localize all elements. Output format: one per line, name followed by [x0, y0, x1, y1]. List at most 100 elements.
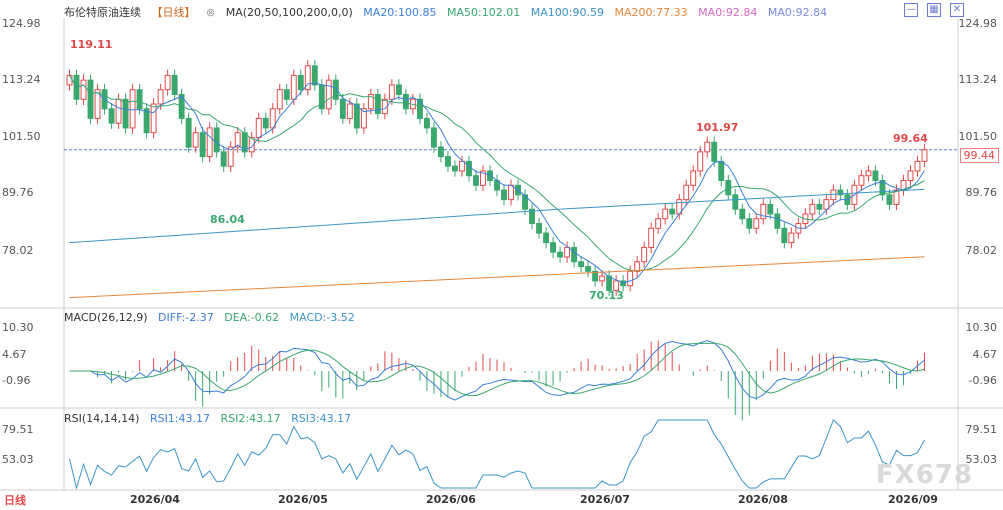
rsi-line: [69, 419, 925, 490]
minimize-icon[interactable]: —: [904, 3, 918, 17]
annotation-last-high: 99.64: [893, 132, 928, 145]
ma-label: MA(20,50,100,200,0,0): [225, 6, 353, 19]
candle-body: [150, 103, 157, 134]
candle-body: [704, 141, 711, 153]
candle-body: [136, 89, 143, 110]
candle-body: [94, 89, 101, 119]
price-header: 布伦特原油连续 【日线】 ⊗ MA(20,50,100,200,0,0) MA2…: [64, 4, 834, 20]
macd-tick-right-0: 10.30: [965, 321, 998, 334]
macd-tick-left-1: 4.67: [2, 348, 27, 361]
candle-body: [185, 117, 192, 148]
candle-body: [543, 232, 550, 244]
price-tick-right-1: 113.24: [958, 73, 998, 86]
candle-body: [823, 199, 830, 210]
candle-body: [557, 251, 564, 258]
candle-body: [907, 170, 914, 182]
candle-body: [767, 203, 774, 215]
candle-body: [360, 108, 367, 129]
watermark-logo: FX678: [875, 460, 973, 490]
macd-value: MACD:-3.52: [289, 311, 355, 324]
ma200-value: MA200:77.33: [614, 6, 688, 19]
ma0-value-b: MA0:92.84: [767, 6, 828, 19]
candle-body: [655, 218, 662, 229]
price-tick-left-1: 113.24: [2, 73, 41, 86]
candle-body: [809, 203, 816, 215]
candle-body: [171, 74, 178, 95]
candle-body: [143, 108, 150, 134]
grid-icon[interactable]: ▦: [927, 3, 941, 17]
ma100-line: [69, 188, 925, 244]
candle-body: [283, 89, 290, 100]
candle-body: [487, 170, 493, 182]
macd-tick-left-2: -0.96: [2, 374, 31, 387]
candle-body: [122, 98, 129, 129]
macd-dea: DEA:-0.62: [224, 311, 280, 324]
rsi2-value: RSI2:43.17: [220, 412, 281, 425]
price-tick-right-4: 78.02: [965, 244, 998, 257]
candle-body: [241, 132, 248, 153]
ma200-line: [69, 256, 925, 299]
candle-body: [599, 275, 606, 282]
candle-body: [550, 242, 557, 253]
candle-body: [690, 170, 697, 186]
price-tick-left-4: 78.02: [2, 244, 34, 257]
candle-body: [297, 74, 304, 91]
close-icon[interactable]: ✕: [950, 3, 964, 17]
candle-body: [893, 189, 900, 205]
annotation-low-1: 86.04: [210, 213, 245, 226]
candle-body: [501, 189, 507, 201]
candle-body: [662, 208, 669, 220]
period-footer[interactable]: 日线: [4, 494, 26, 507]
candle-body: [578, 261, 585, 268]
ma50-value: MA50:102.01: [447, 6, 521, 19]
ma-settings-icon[interactable]: ⊗: [206, 6, 216, 19]
candle-body: [199, 132, 206, 158]
instrument-title: 布伦特原油连续: [64, 6, 141, 19]
candle-body: [304, 65, 311, 91]
candle-body: [108, 108, 115, 124]
candle-body: [220, 151, 227, 167]
x-tick-apr: 2026/04: [130, 493, 180, 506]
candle-body: [564, 246, 571, 258]
candle-body: [430, 127, 437, 148]
candle-body: [346, 103, 353, 119]
ma0-value-a: MA0:92.84: [698, 6, 758, 19]
candle-body: [921, 149, 928, 162]
candle-body: [865, 170, 872, 177]
candle-body: [388, 84, 395, 100]
candle-body: [227, 146, 234, 167]
period-badge[interactable]: 【日线】: [151, 6, 196, 19]
candle-body: [248, 136, 255, 153]
candle-body: [192, 132, 199, 148]
candle-body: [87, 79, 94, 119]
candle-body: [697, 151, 704, 172]
candle-body: [234, 132, 241, 148]
candle-body: [879, 180, 886, 196]
candle-body: [255, 117, 262, 138]
candle-body: [339, 98, 346, 119]
candle-body: [886, 194, 893, 205]
x-tick-may: 2026/05: [278, 493, 328, 506]
macd-tick-left-0: 10.30: [2, 321, 34, 334]
candle-body: [157, 89, 164, 105]
candle-body: [480, 170, 486, 186]
candle-body: [423, 117, 430, 129]
macd-diff-line: [69, 340, 925, 401]
candle-body: [627, 270, 634, 287]
x-tick-aug: 2026/08: [738, 493, 788, 506]
candle-body: [508, 184, 514, 201]
candle-body: [325, 79, 332, 110]
candle-body: [311, 65, 318, 86]
x-tick-jun: 2026/06: [426, 493, 476, 506]
candle-body: [466, 160, 472, 177]
candle-body: [592, 270, 599, 282]
candle-body: [129, 89, 136, 129]
candle-body: [473, 175, 479, 186]
macd-label: MACD(26,12,9): [64, 311, 148, 324]
macd-tick-right-2: -0.96: [968, 374, 997, 387]
candle-body: [634, 261, 641, 272]
candle-body: [781, 227, 788, 244]
candle-body: [816, 203, 823, 210]
candle-body: [206, 127, 213, 158]
